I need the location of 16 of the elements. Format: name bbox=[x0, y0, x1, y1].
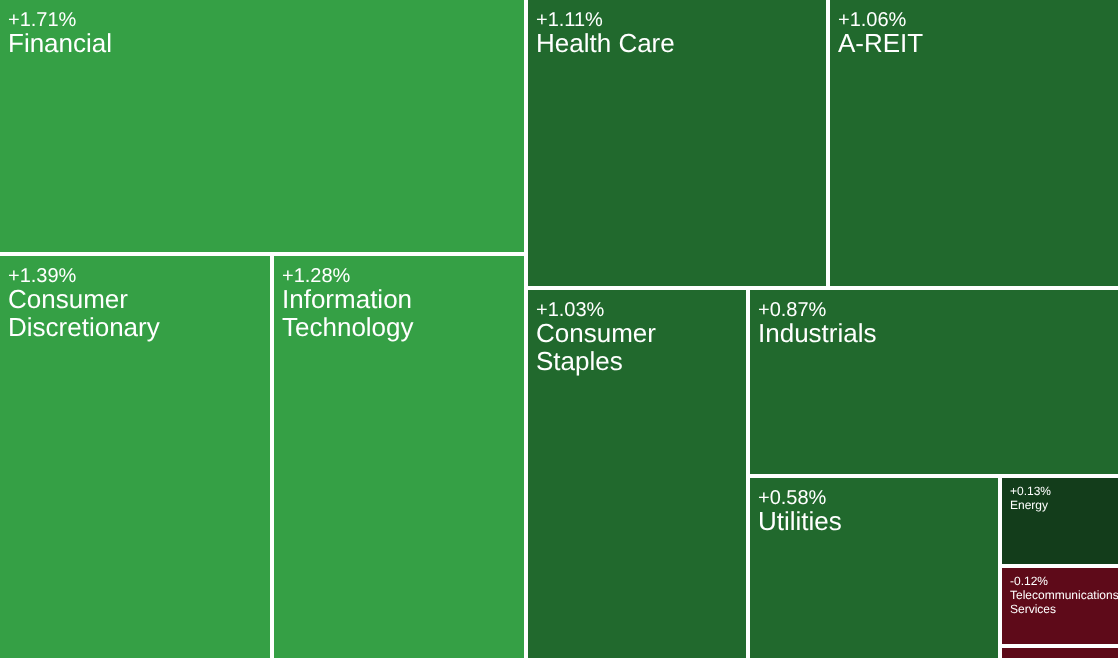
category-label: Industrials bbox=[758, 318, 878, 349]
data-label: +1.11% bbox=[536, 9, 604, 32]
category-label: Financial bbox=[8, 28, 113, 59]
data-label: +1.03% bbox=[536, 299, 605, 322]
category-label: Information Technology bbox=[282, 284, 415, 343]
category-label: Utilities bbox=[758, 506, 843, 537]
category-label: Consumer Staples bbox=[536, 318, 658, 377]
data-label: +1.06% bbox=[838, 9, 907, 32]
data-label: +0.87% bbox=[758, 299, 827, 322]
category-label: Health Care bbox=[536, 28, 675, 59]
data-label: +1.39% bbox=[8, 265, 77, 288]
data-label: +1.71% bbox=[8, 9, 77, 32]
category-label: A-REIT bbox=[838, 28, 924, 59]
data-label: +0.58% bbox=[758, 487, 827, 510]
data-label: +1.28% bbox=[282, 265, 351, 288]
category-label: Consumer Discretionary bbox=[8, 284, 161, 343]
